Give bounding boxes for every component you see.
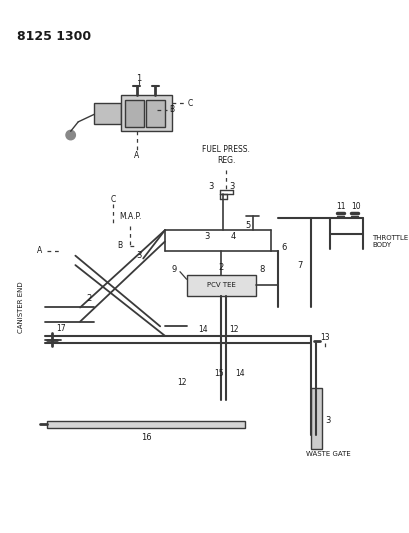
Text: C: C bbox=[110, 195, 115, 204]
Text: 14: 14 bbox=[235, 369, 245, 378]
Text: M.A.P.: M.A.P. bbox=[119, 212, 141, 221]
Text: 8125 1300: 8125 1300 bbox=[17, 30, 91, 43]
Text: 17: 17 bbox=[56, 324, 66, 333]
Text: 3: 3 bbox=[137, 251, 142, 260]
Bar bbox=[120, 95, 172, 131]
Text: 11: 11 bbox=[335, 202, 345, 211]
Text: 4: 4 bbox=[231, 232, 236, 241]
Bar bbox=[94, 103, 120, 124]
Text: CANISTER END: CANISTER END bbox=[18, 281, 24, 333]
Text: 12: 12 bbox=[177, 378, 186, 387]
Text: 1: 1 bbox=[135, 74, 141, 83]
Text: 3: 3 bbox=[204, 232, 209, 241]
Text: 12: 12 bbox=[228, 325, 238, 334]
Text: 13: 13 bbox=[319, 333, 329, 342]
Text: C: C bbox=[187, 99, 193, 108]
Bar bbox=[310, 387, 321, 449]
Bar bbox=[146, 100, 164, 126]
Bar bbox=[47, 421, 245, 428]
Text: 16: 16 bbox=[140, 433, 151, 442]
Text: 8: 8 bbox=[258, 265, 264, 274]
Text: 9: 9 bbox=[171, 265, 177, 274]
Text: WASTE GATE: WASTE GATE bbox=[305, 450, 349, 457]
Text: 5: 5 bbox=[245, 221, 250, 230]
Text: A: A bbox=[134, 151, 139, 160]
Text: B: B bbox=[169, 105, 174, 114]
Text: A: A bbox=[37, 246, 42, 255]
Text: 3: 3 bbox=[229, 182, 234, 191]
Text: B: B bbox=[117, 241, 122, 250]
Text: FUEL PRESS.
REG.: FUEL PRESS. REG. bbox=[202, 145, 249, 165]
Circle shape bbox=[66, 131, 75, 140]
Text: 2: 2 bbox=[87, 294, 92, 303]
Text: THROTTLE
BODY: THROTTLE BODY bbox=[371, 235, 407, 248]
Text: 3: 3 bbox=[324, 416, 330, 425]
Text: 2: 2 bbox=[218, 263, 223, 272]
Text: 14: 14 bbox=[197, 325, 207, 334]
Bar bbox=[186, 274, 256, 296]
Text: 6: 6 bbox=[281, 243, 287, 252]
Text: 3: 3 bbox=[208, 182, 213, 191]
Text: 15: 15 bbox=[213, 369, 223, 378]
Text: 10: 10 bbox=[351, 202, 360, 211]
Text: PCV TEE: PCV TEE bbox=[207, 282, 235, 288]
Text: 7: 7 bbox=[296, 261, 301, 270]
Bar bbox=[125, 100, 144, 126]
